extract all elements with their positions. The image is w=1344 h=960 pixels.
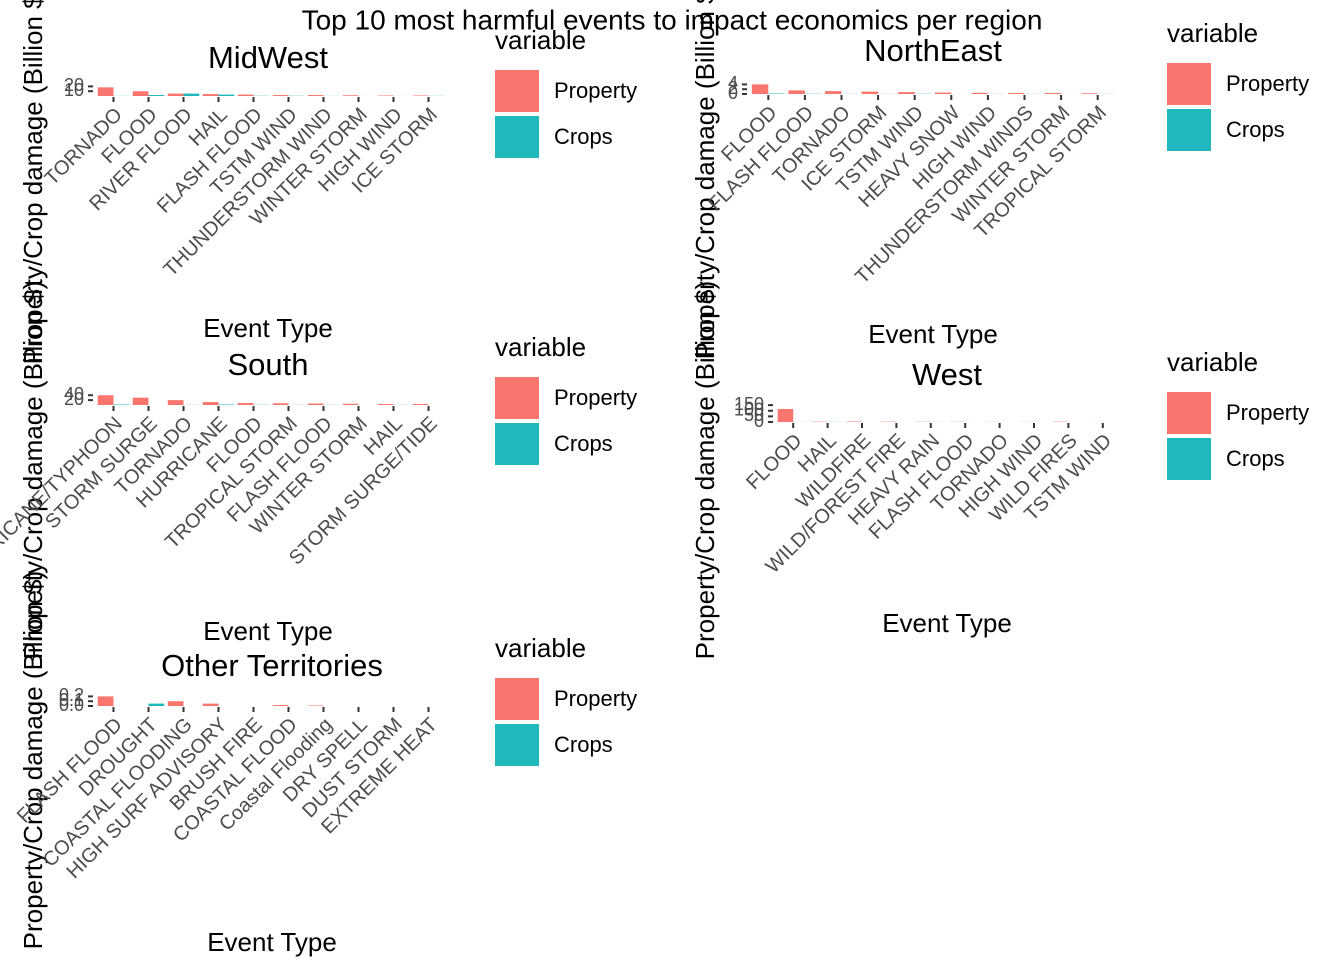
y-axis-title: Property/Crop damage (Billion $) <box>18 0 48 364</box>
y-tick-label: 0.2 <box>59 685 84 705</box>
y-tick-label: 0.0 <box>59 695 84 715</box>
y-axis-title: Property/Crop damage (Billion $) <box>18 281 48 660</box>
bar <box>97 395 114 405</box>
legend-title: variable <box>495 633 586 663</box>
legend-label: Crops <box>554 431 613 456</box>
bar <box>825 91 842 94</box>
legend-label: Property <box>1226 71 1309 96</box>
bar <box>97 696 114 706</box>
figure-title: Top 10 most harmful events to impact eco… <box>302 4 1043 35</box>
legend-key <box>1167 392 1211 434</box>
legend-label: Property <box>554 686 637 711</box>
panel-title: MidWest <box>208 40 328 75</box>
legend-key <box>1167 109 1211 151</box>
y-tick-label: 40 <box>64 384 84 404</box>
bar <box>202 402 219 405</box>
legend-title: variable <box>1167 347 1258 377</box>
bar <box>148 95 165 96</box>
bar <box>777 408 794 422</box>
bar <box>971 92 988 94</box>
legend-label: Crops <box>554 124 613 149</box>
bar <box>272 95 289 96</box>
bar <box>1081 93 1098 94</box>
bar <box>148 703 165 706</box>
legend-label: Crops <box>1226 446 1285 471</box>
bar <box>272 403 289 405</box>
panel-title: South <box>227 347 308 382</box>
bar <box>272 705 289 706</box>
legend-key <box>1167 63 1211 105</box>
bar <box>132 397 149 405</box>
legend-key <box>1167 438 1211 480</box>
legend-label: Property <box>554 385 637 410</box>
bar <box>412 404 429 405</box>
bar <box>202 94 219 96</box>
y-axis-title: Property/Crop damage (Billion $) <box>18 571 48 950</box>
x-axis-title: Event Type <box>203 313 333 343</box>
y-tick-label: 10 <box>64 80 84 100</box>
y-tick-label: 20 <box>64 75 84 95</box>
y-axis-title: Property/Crop damage (Billion $) <box>690 0 720 359</box>
legend-label: Property <box>1226 400 1309 425</box>
bar <box>342 95 359 96</box>
legend-key <box>495 377 539 419</box>
legend-title: variable <box>1167 18 1258 48</box>
bar <box>751 84 769 94</box>
bar <box>377 404 394 405</box>
bar <box>934 92 952 94</box>
y-tick-label: 4 <box>728 73 738 93</box>
bar <box>307 95 324 96</box>
panel-title: West <box>912 357 982 392</box>
bar <box>202 703 219 706</box>
bar <box>237 94 254 96</box>
x-axis-title: Event Type <box>207 927 337 957</box>
y-tick-label: 150 <box>734 394 764 414</box>
bar <box>1008 93 1025 94</box>
legend-key <box>495 678 539 720</box>
x-axis-title: Event Type <box>203 616 333 646</box>
bar <box>307 403 324 405</box>
bar <box>342 403 359 405</box>
legend-label: Crops <box>1226 117 1285 142</box>
bar <box>237 403 254 405</box>
bar <box>861 91 879 94</box>
legend-label: Property <box>554 78 637 103</box>
y-tick-label: 100 <box>734 400 764 420</box>
y-tick-label: 2 <box>728 78 738 98</box>
y-tick-label: 20 <box>64 389 84 409</box>
y-tick-label: 0 <box>728 83 738 103</box>
legend-key <box>495 724 539 766</box>
y-axis-title: Property/Crop damage (Billion $) <box>690 281 720 660</box>
y-tick-label: 50 <box>744 405 764 425</box>
panel-title: NorthEast <box>864 33 1002 68</box>
bar <box>132 91 149 96</box>
legend-key <box>495 116 539 158</box>
y-tick-label: 0.1 <box>59 690 84 710</box>
legend-key <box>495 423 539 465</box>
legend-key <box>495 70 539 112</box>
bar <box>898 92 915 94</box>
bar <box>97 87 114 96</box>
bar <box>1044 93 1062 94</box>
x-axis-title: Event Type <box>868 319 998 349</box>
bar <box>183 93 200 96</box>
panel-title: Other Territories <box>161 648 383 683</box>
x-axis-title: Event Type <box>882 608 1012 638</box>
legend-label: Crops <box>554 732 613 757</box>
bar <box>788 90 805 94</box>
y-tick-label: 0 <box>754 411 764 431</box>
bar <box>167 93 184 96</box>
legend-title: variable <box>495 332 586 362</box>
legend-title: variable <box>495 25 586 55</box>
bar <box>167 701 184 706</box>
bar <box>218 94 235 96</box>
bar <box>167 400 184 405</box>
